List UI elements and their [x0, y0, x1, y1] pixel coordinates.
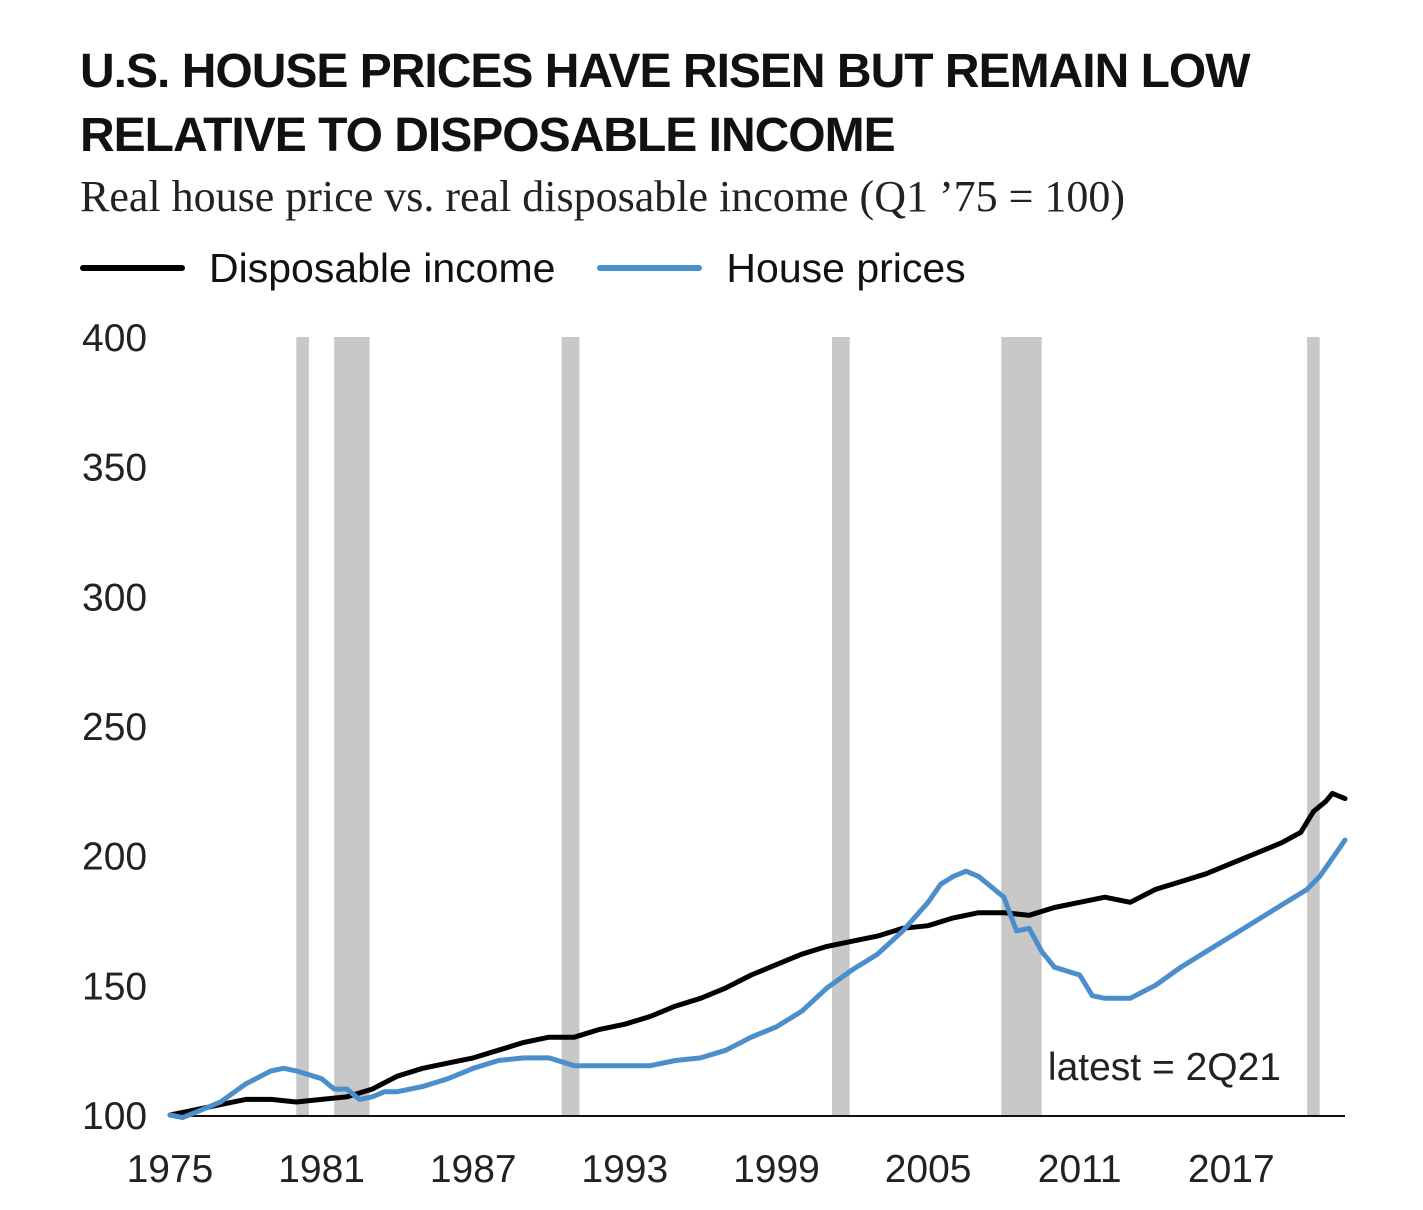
recession-band-3 — [561, 337, 580, 1115]
x-tick-label-1981: 1981 — [278, 1148, 365, 1191]
legend-label-disposable-income: Disposable income — [209, 244, 556, 291]
recession-band-2 — [334, 337, 370, 1115]
x-tick-label-1975: 1975 — [127, 1148, 214, 1191]
y-tick-label-400: 400 — [82, 317, 147, 360]
x-tick-label-2017: 2017 — [1188, 1148, 1275, 1191]
x-tick-label-2005: 2005 — [885, 1148, 972, 1191]
recession-band-6 — [1307, 337, 1320, 1115]
x-tick-label-2011: 2011 — [1038, 1148, 1122, 1191]
legend-label-house-prices: House prices — [726, 244, 966, 291]
y-tick-label-200: 200 — [82, 836, 147, 879]
legend-swatch-disposable-income — [80, 265, 185, 271]
series-line-disposable-income — [167, 790, 1348, 1118]
y-tick-label-350: 350 — [82, 447, 147, 490]
x-tick-label-1999: 1999 — [733, 1148, 820, 1191]
y-tick-label-300: 300 — [82, 576, 147, 619]
recession-band-1 — [296, 337, 309, 1115]
y-tick-label-250: 250 — [82, 706, 147, 749]
y-tick-label-100: 100 — [82, 1095, 147, 1138]
chart-subtitle: Real house price vs. real disposable inc… — [80, 172, 1126, 221]
latest-annotation: latest = 2Q21 — [1048, 1046, 1281, 1089]
legend-swatch-house-prices — [597, 265, 703, 271]
x-tick-label-1993: 1993 — [581, 1148, 668, 1191]
legend-item-house-prices: House prices — [597, 244, 966, 292]
recession-band-4 — [832, 337, 850, 1115]
recession-band-5 — [1001, 337, 1042, 1115]
series-line-house-prices — [167, 837, 1348, 1121]
legend-item-disposable-income: Disposable income — [80, 245, 555, 292]
legend: Disposable income House prices — [80, 240, 1008, 296]
chart-title: U.S. HOUSE PRICES HAVE RISEN BUT REMAIN … — [80, 45, 1251, 162]
y-tick-label-150: 150 — [82, 965, 147, 1008]
x-tick-label-1987: 1987 — [430, 1148, 517, 1191]
